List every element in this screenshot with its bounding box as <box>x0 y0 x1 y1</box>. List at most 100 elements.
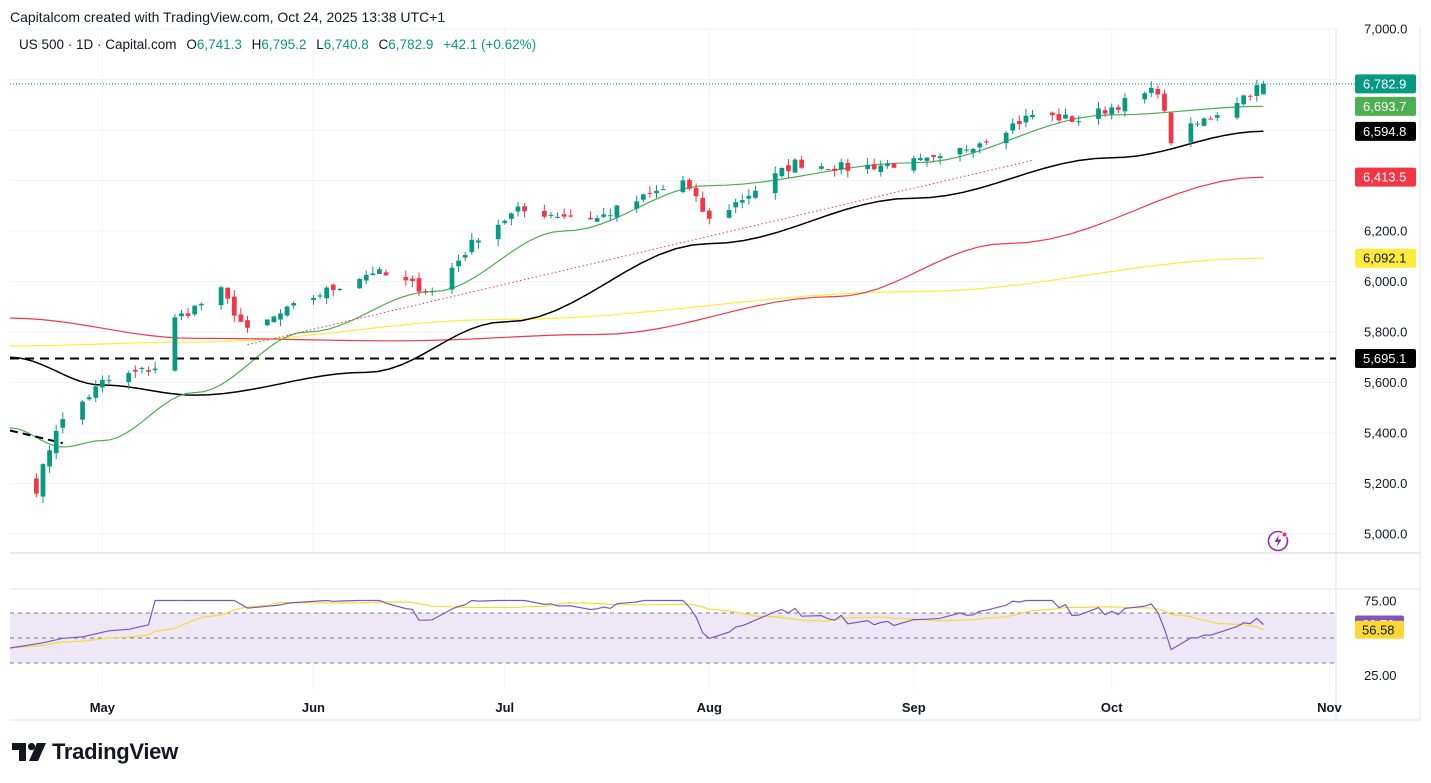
candle-body <box>1188 123 1194 143</box>
candle-body <box>99 379 105 388</box>
candle-body <box>1115 107 1121 110</box>
sma-green-badge-bg <box>1355 96 1416 116</box>
support-level-badge: 5,695.1 <box>1363 351 1406 366</box>
candle-body <box>423 291 428 293</box>
candle-body <box>601 214 607 217</box>
candle-body <box>977 143 983 148</box>
candle-body <box>739 200 745 203</box>
candle-body <box>1063 114 1068 119</box>
candle-body <box>449 267 455 290</box>
candle-body <box>1003 132 1009 144</box>
candle-body <box>1142 93 1148 100</box>
candle-body <box>132 369 138 372</box>
candle-body <box>126 373 132 383</box>
sma-red-badge: 6,413.5 <box>1363 170 1406 185</box>
candle-body <box>825 169 831 171</box>
candle-body <box>970 149 976 153</box>
price-tick-label: 5,200.0 <box>1364 476 1407 491</box>
candle-body <box>383 272 389 276</box>
candle-body <box>1261 83 1266 95</box>
candle-body <box>983 141 989 143</box>
candle-body <box>225 287 231 299</box>
sma-red-line <box>9 176 1264 342</box>
candle-body <box>139 367 145 370</box>
candle-body <box>594 218 600 222</box>
sma-black-line <box>9 130 1264 396</box>
candle-body <box>931 155 936 157</box>
candle-body <box>1208 118 1214 120</box>
candle-body <box>1254 85 1260 96</box>
candle-body <box>845 162 851 171</box>
candle-body <box>614 205 620 218</box>
chart-credit: Capitalcom created with TradingView.com,… <box>10 9 446 25</box>
tradingview-logo-text: TradingView <box>52 739 178 764</box>
candle-body <box>693 187 699 197</box>
candle-body <box>772 173 778 194</box>
candle-body <box>878 165 884 173</box>
rsi-ma-line <box>9 601 1264 649</box>
time-tick-label: Sep <box>902 700 926 715</box>
candle-body <box>238 314 244 322</box>
candle-body <box>357 279 363 289</box>
candle-body <box>86 397 92 400</box>
candle-body <box>891 163 897 168</box>
candle-body <box>660 189 666 191</box>
low-label: L <box>316 37 324 52</box>
trendline-dotted <box>247 159 1033 346</box>
candle-body <box>1168 112 1174 144</box>
open-value: 6,741.3 <box>196 37 242 52</box>
candle-body <box>502 220 508 223</box>
candle-body <box>1016 121 1022 125</box>
candle-body <box>80 401 85 420</box>
candle-body <box>726 210 732 218</box>
candle-body <box>469 239 475 253</box>
tradingview-logo: TradingView <box>12 739 178 765</box>
sma-black-badge: 6,594.8 <box>1363 124 1406 139</box>
candle-body <box>429 290 435 292</box>
candle-body <box>1155 89 1161 95</box>
last-price-badge-bg <box>1355 74 1416 94</box>
price-tick-label: 5,400.0 <box>1364 426 1407 441</box>
candle-body <box>106 380 112 382</box>
sma-yellow-badge-bg <box>1355 248 1416 268</box>
candle-body <box>700 197 706 212</box>
rsi-tick-label: 25.00 <box>1364 668 1397 683</box>
candle-body <box>1148 87 1154 93</box>
candle-body <box>865 164 870 169</box>
candle-body <box>271 316 277 323</box>
candle-body <box>245 320 250 328</box>
candle-body <box>1030 114 1035 118</box>
candle-body <box>317 295 323 297</box>
candle-body <box>779 167 785 177</box>
rsi-ma-value-badge: 56.58 <box>1362 622 1395 637</box>
candle-body <box>152 368 158 371</box>
candle-body <box>647 192 653 194</box>
candle-body <box>792 159 798 173</box>
high-value: 6,795.2 <box>261 37 307 52</box>
candle-body <box>819 166 824 169</box>
candle-body <box>753 190 758 198</box>
candle-body <box>654 190 659 194</box>
candle-body <box>1234 103 1240 118</box>
price-tick-label: 7,000.0 <box>1364 22 1407 37</box>
candle-body <box>456 260 461 267</box>
candle-body <box>278 313 283 320</box>
candle-body <box>508 213 514 219</box>
candle-body <box>680 180 686 192</box>
lightning-icon[interactable] <box>1267 530 1289 552</box>
candle-body <box>1241 95 1247 105</box>
candle-body <box>640 194 646 200</box>
candle-body <box>1247 95 1253 97</box>
candle-body <box>1102 110 1108 114</box>
time-tick-label: Nov <box>1317 700 1342 715</box>
candle-body <box>1162 93 1167 111</box>
candle-body <box>957 147 963 155</box>
candle-body <box>634 201 640 209</box>
change-value: +42.1 (+0.62%) <box>443 37 537 52</box>
candle-body <box>172 317 178 371</box>
price-tick-label: 5,800.0 <box>1364 325 1407 340</box>
candle-body <box>1049 112 1055 116</box>
symbol-name: US 500 · 1D · Capital.com <box>19 37 177 52</box>
candle-body <box>733 202 739 208</box>
